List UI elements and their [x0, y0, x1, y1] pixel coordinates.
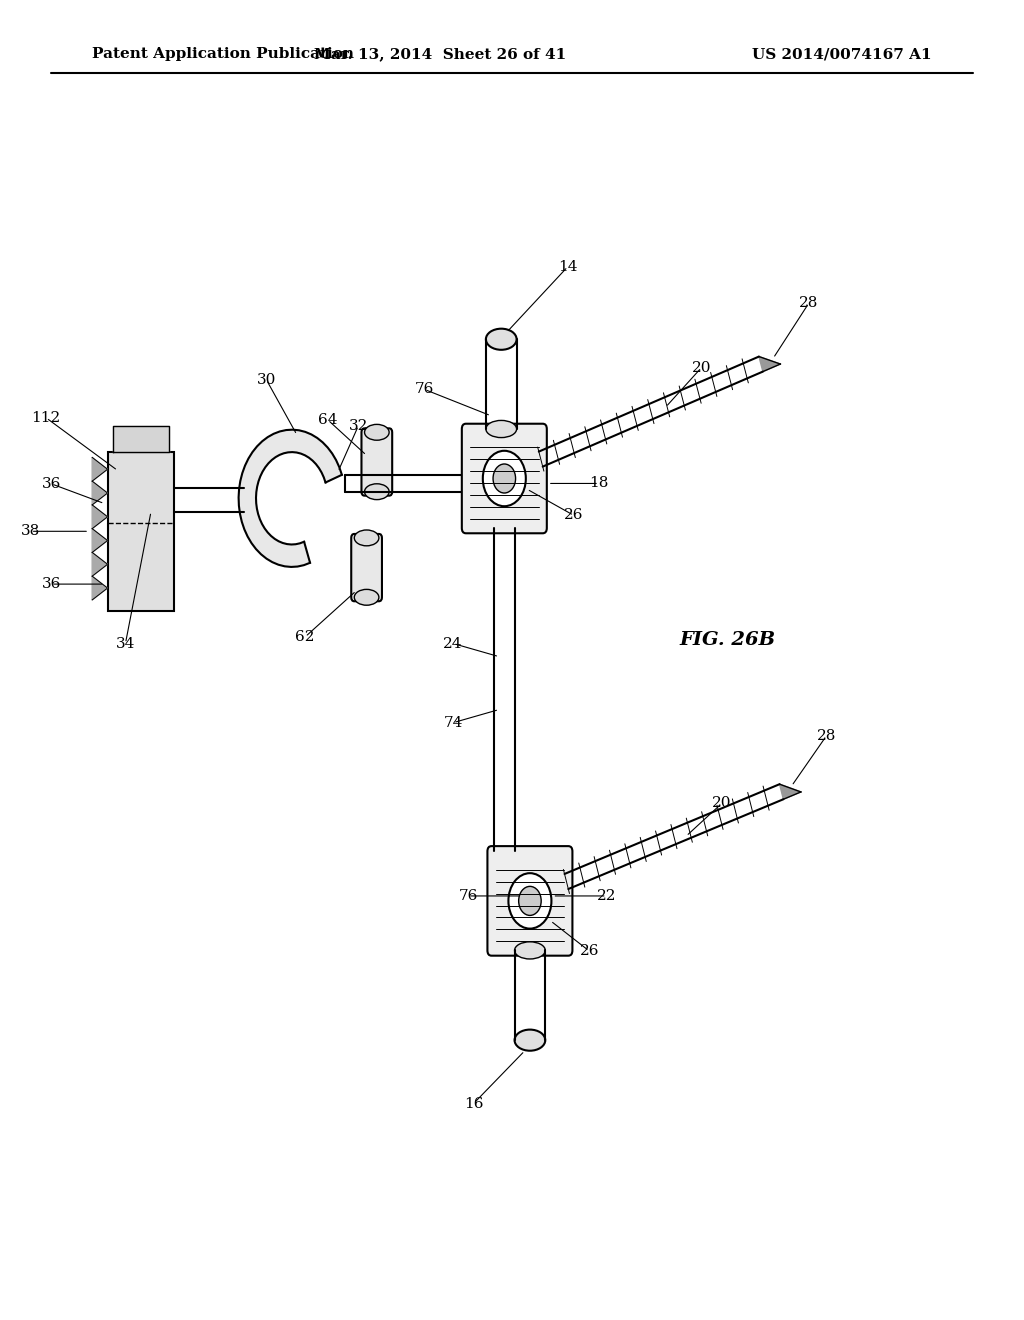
Text: 76: 76: [415, 383, 434, 396]
Polygon shape: [239, 430, 342, 566]
Text: 36: 36: [42, 577, 60, 591]
Text: 20: 20: [712, 796, 732, 810]
Polygon shape: [759, 356, 780, 372]
Polygon shape: [92, 576, 108, 599]
Text: Mar. 13, 2014  Sheet 26 of 41: Mar. 13, 2014 Sheet 26 of 41: [314, 48, 566, 61]
Ellipse shape: [354, 529, 379, 546]
Text: 16: 16: [464, 1097, 483, 1110]
Ellipse shape: [515, 1030, 546, 1051]
Text: 18: 18: [590, 477, 608, 491]
Ellipse shape: [485, 420, 516, 438]
Text: 24: 24: [443, 636, 463, 651]
Text: 30: 30: [257, 372, 275, 387]
Text: Patent Application Publication: Patent Application Publication: [92, 48, 354, 61]
Text: 34: 34: [116, 636, 135, 651]
Ellipse shape: [515, 942, 546, 958]
Text: 112: 112: [32, 411, 60, 425]
Ellipse shape: [354, 590, 379, 605]
Polygon shape: [113, 425, 169, 451]
Circle shape: [494, 465, 515, 494]
FancyBboxPatch shape: [462, 424, 547, 533]
Circle shape: [483, 451, 526, 507]
Text: 64: 64: [317, 413, 338, 426]
Text: 28: 28: [800, 296, 818, 310]
Polygon shape: [92, 528, 108, 552]
Text: 22: 22: [597, 888, 616, 903]
Text: 38: 38: [22, 524, 40, 539]
Ellipse shape: [365, 425, 389, 441]
Polygon shape: [92, 482, 108, 506]
Text: 20: 20: [691, 360, 712, 375]
Text: 76: 76: [459, 888, 478, 903]
Text: 62: 62: [295, 630, 315, 644]
FancyBboxPatch shape: [487, 846, 572, 956]
Bar: [108, 451, 174, 610]
Text: FIG. 26B: FIG. 26B: [679, 631, 775, 649]
Circle shape: [509, 874, 552, 929]
Polygon shape: [779, 784, 801, 800]
Text: 26: 26: [580, 944, 599, 958]
Text: 28: 28: [817, 729, 836, 743]
FancyBboxPatch shape: [361, 428, 392, 496]
FancyBboxPatch shape: [351, 533, 382, 602]
Text: 32: 32: [349, 418, 368, 433]
Text: 26: 26: [564, 508, 584, 523]
Text: US 2014/0074167 A1: US 2014/0074167 A1: [753, 48, 932, 61]
Polygon shape: [92, 506, 108, 529]
Text: 36: 36: [42, 477, 60, 491]
Text: 14: 14: [558, 260, 578, 273]
Ellipse shape: [365, 484, 389, 500]
Ellipse shape: [485, 329, 516, 350]
Text: 74: 74: [443, 715, 463, 730]
Polygon shape: [92, 552, 108, 576]
Circle shape: [519, 887, 542, 916]
Polygon shape: [92, 458, 108, 482]
